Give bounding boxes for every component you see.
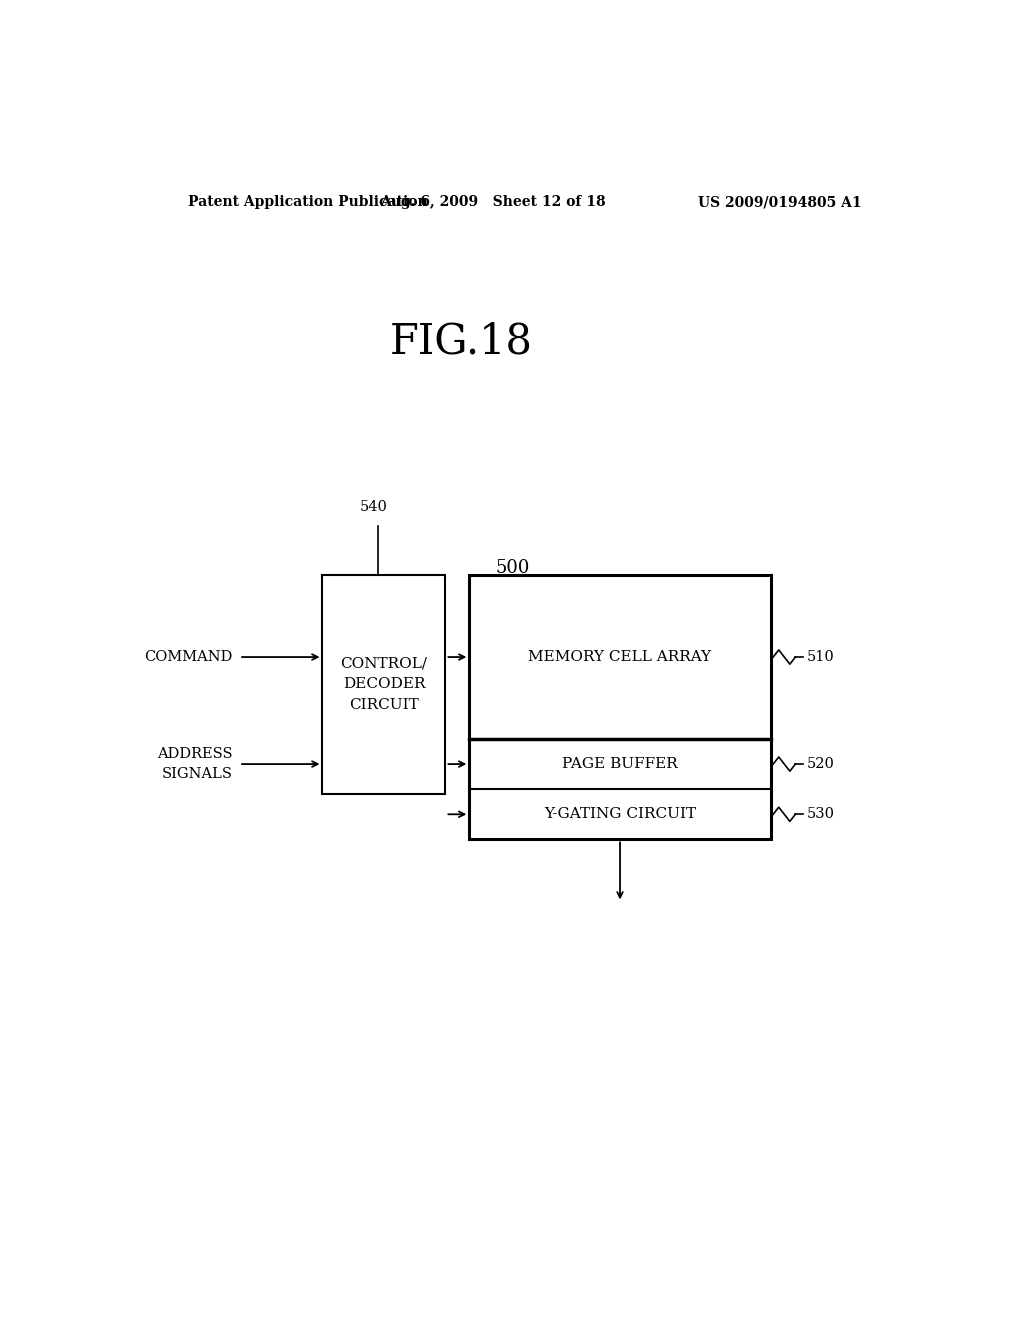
Text: Y-GATING CIRCUIT: Y-GATING CIRCUIT — [544, 808, 696, 821]
Text: PAGE BUFFER: PAGE BUFFER — [562, 758, 678, 771]
Text: CONTROL/
DECODER
CIRCUIT: CONTROL/ DECODER CIRCUIT — [340, 657, 427, 711]
Bar — [323, 576, 445, 793]
Text: FIG.18: FIG.18 — [390, 321, 532, 363]
Text: Patent Application Publication: Patent Application Publication — [187, 195, 427, 209]
Text: MEMORY CELL ARRAY: MEMORY CELL ARRAY — [528, 649, 712, 664]
Text: 540: 540 — [359, 500, 388, 515]
Text: 500: 500 — [496, 558, 530, 577]
Text: COMMAND: COMMAND — [144, 649, 232, 664]
Bar — [469, 576, 771, 840]
Text: US 2009/0194805 A1: US 2009/0194805 A1 — [698, 195, 862, 209]
Text: Aug. 6, 2009   Sheet 12 of 18: Aug. 6, 2009 Sheet 12 of 18 — [380, 195, 606, 209]
Text: 510: 510 — [807, 649, 835, 664]
Text: 520: 520 — [807, 758, 835, 771]
Text: 530: 530 — [807, 808, 835, 821]
Text: ADDRESS
SIGNALS: ADDRESS SIGNALS — [157, 747, 232, 781]
